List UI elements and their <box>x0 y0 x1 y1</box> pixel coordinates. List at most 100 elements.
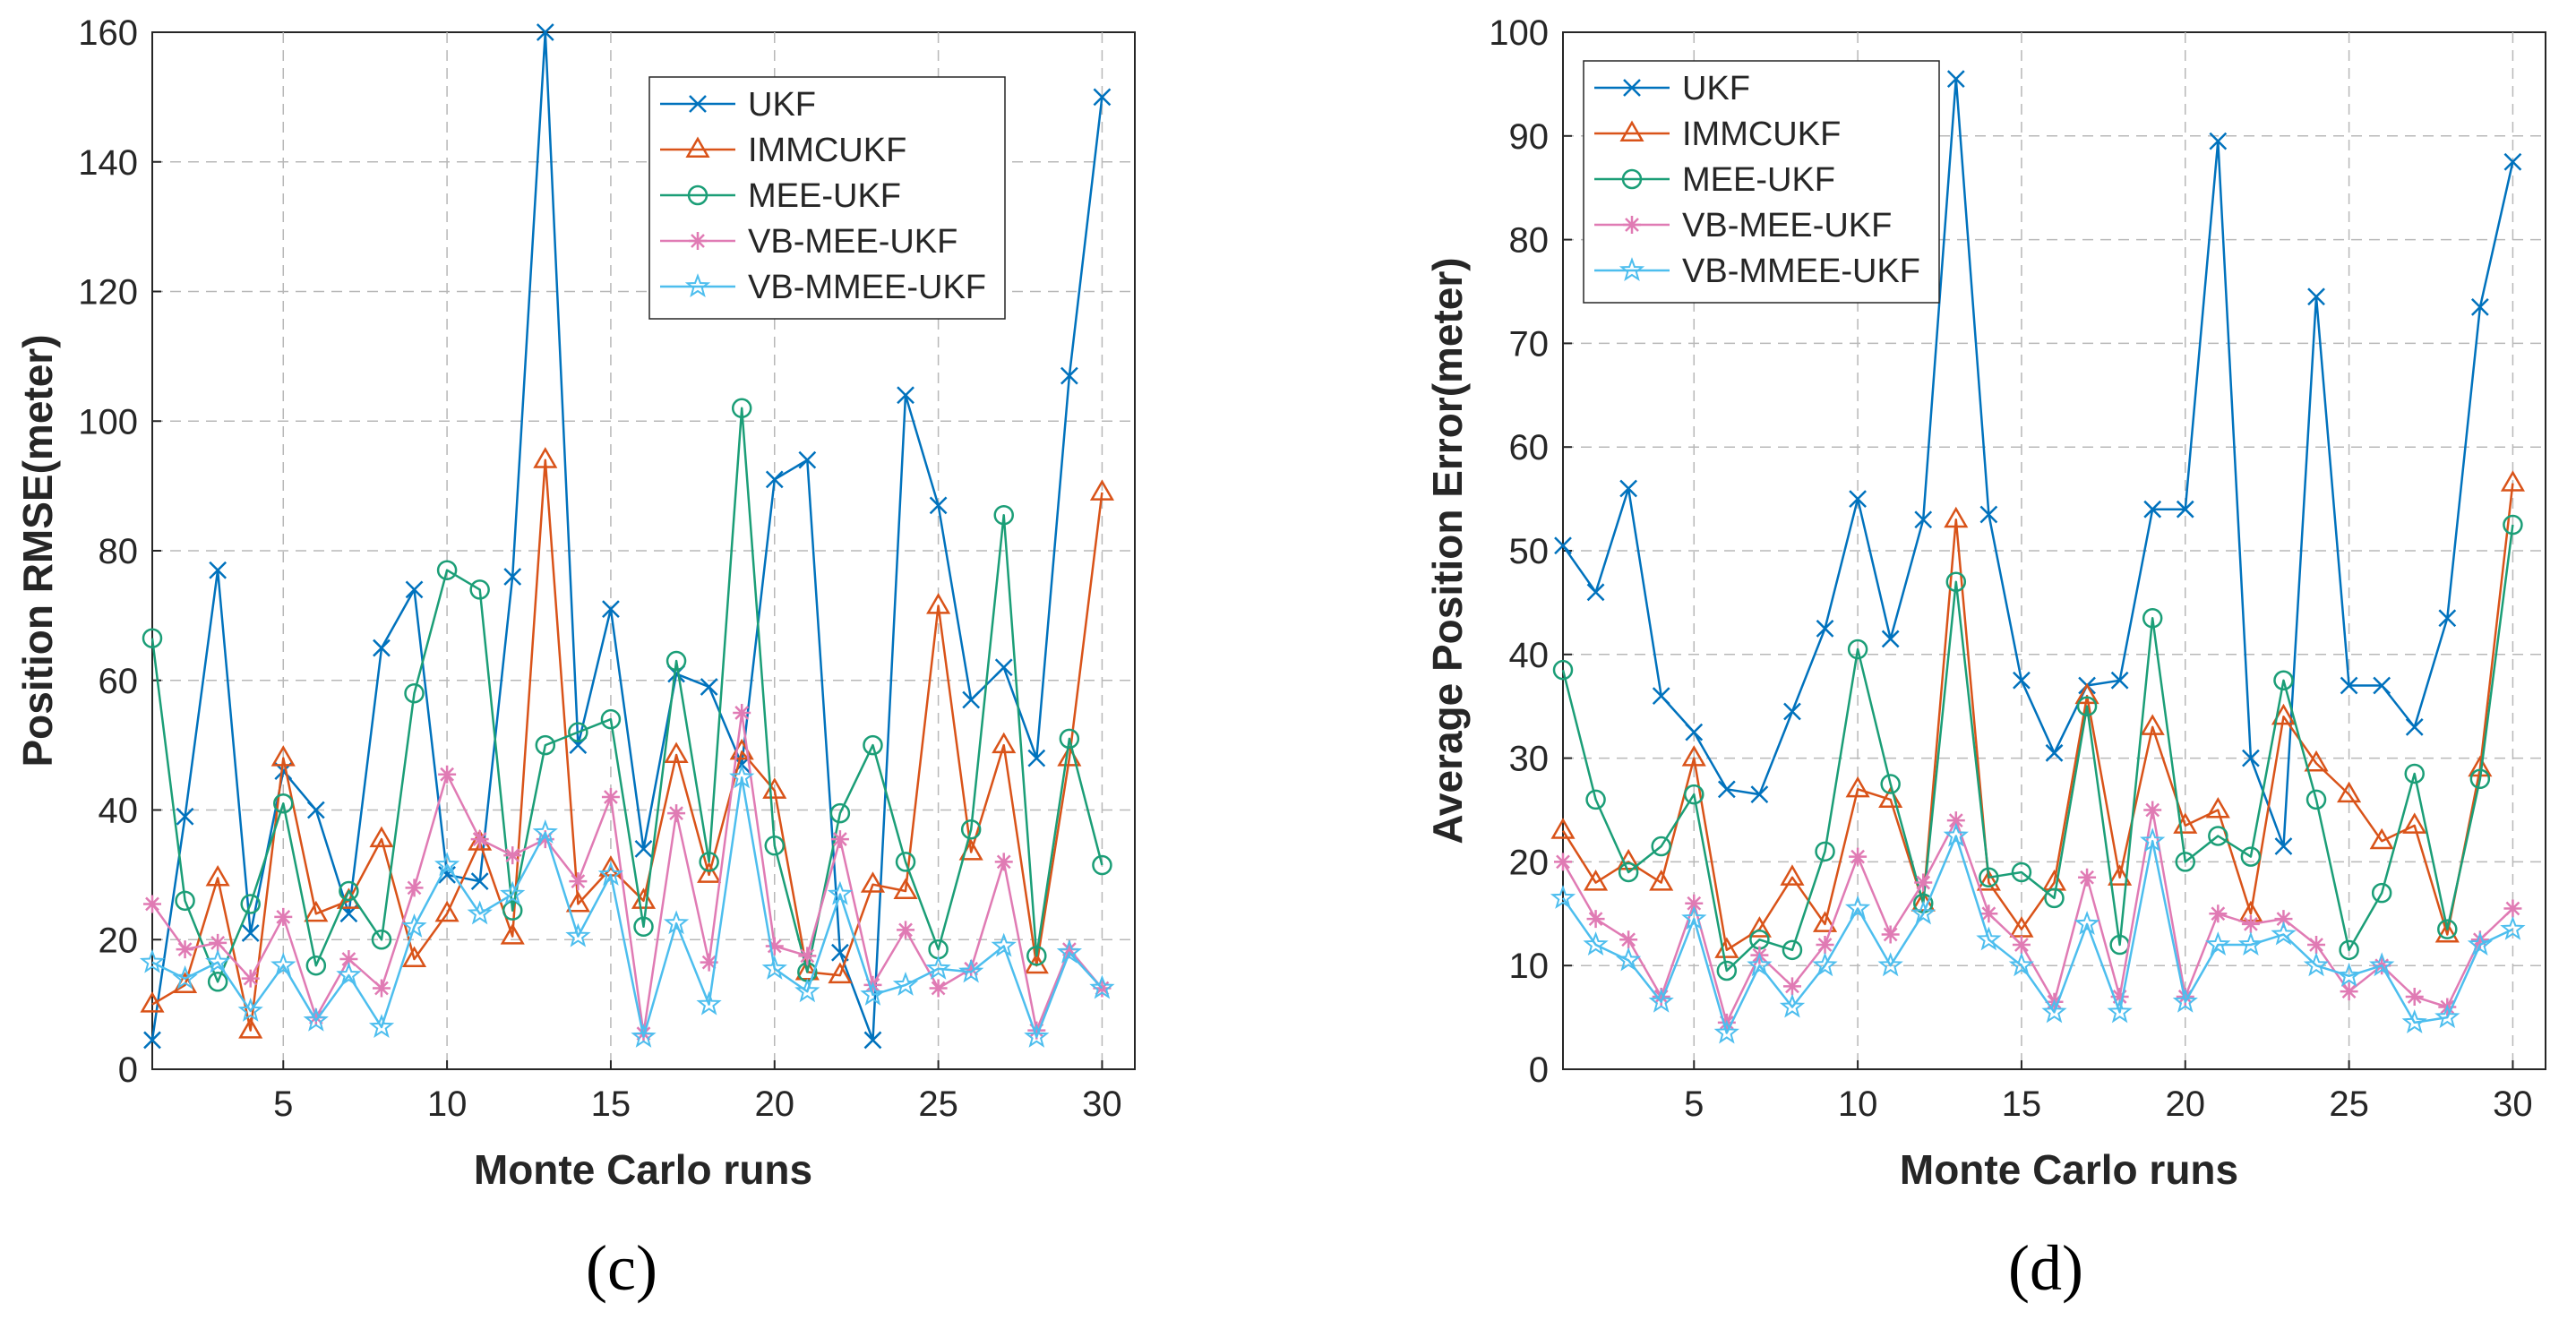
data-point-ukf <box>1619 479 1638 498</box>
panel-label-d: (d) <box>2008 1232 2083 1304</box>
data-point-vb-mmee-ukf <box>2369 952 2395 977</box>
y-axis-label-c: Position RMSE(meter) <box>14 334 61 767</box>
data-point-vb-mmee-ukf <box>2303 952 2330 977</box>
legend-label-immcukf: IMMCUKF <box>1682 116 1841 153</box>
data-point-ukf <box>2013 671 2031 690</box>
data-point-ukf <box>2209 132 2228 150</box>
data-point-mee-ukf <box>665 650 687 672</box>
data-point-vb-mee-ukf <box>2274 910 2293 929</box>
legend-marker-vb-mmee-ukf <box>684 273 711 298</box>
data-point-vb-mee-ukf <box>536 830 554 849</box>
data-point-mee-ukf <box>175 890 195 912</box>
data-point-vb-mmee-ukf <box>1779 993 1806 1018</box>
series-line-vb-mee-ukf <box>150 711 1103 1035</box>
data-point-mee-ukf <box>2503 514 2523 536</box>
data-point-mee-ukf <box>993 504 1014 526</box>
data-point-ukf <box>241 924 260 942</box>
data-point-ukf <box>1881 630 1900 648</box>
data-point-vb-mee-ukf <box>2470 930 2489 949</box>
data-point-ukf <box>929 496 948 515</box>
data-point-vb-mmee-ukf <box>1747 952 1773 977</box>
data-point-vb-mmee-ukf <box>696 990 722 1016</box>
data-point-mee-ukf <box>829 802 851 824</box>
data-point-mee-ukf <box>2469 768 2491 790</box>
data-point-immcukf <box>2402 812 2427 834</box>
x-axis-label-d: Monte Carlo runs <box>1900 1146 2238 1193</box>
data-point-vb-mee-ukf <box>176 940 194 959</box>
data-point-immcukf <box>2434 921 2460 943</box>
x-tick-label: 20 <box>2166 1084 2206 1124</box>
data-point-ukf <box>209 561 228 579</box>
data-point-mee-ukf <box>1092 854 1112 876</box>
data-point-vb-mmee-ukf <box>2041 999 2067 1024</box>
data-point-mee-ukf <box>1026 946 1047 966</box>
data-point-ukf <box>2307 287 2325 306</box>
data-point-vb-mee-ukf <box>897 921 915 939</box>
data-point-ukf <box>1816 619 1834 638</box>
legend-marker-immcukf <box>1619 120 1644 142</box>
data-point-ukf <box>2242 749 2260 767</box>
data-point-mee-ukf <box>339 880 359 902</box>
legend-box <box>1583 60 1940 304</box>
data-point-ukf <box>1652 687 1670 706</box>
data-point-vb-mmee-ukf <box>2140 827 2166 853</box>
data-point-mee-ukf <box>2371 882 2392 904</box>
data-point-ukf <box>503 568 522 586</box>
data-point-mee-ukf <box>2273 670 2294 690</box>
data-point-vb-mmee-ukf <box>1550 884 1576 909</box>
data-point-ukf <box>798 450 817 469</box>
data-point-vb-mmee-ukf <box>1943 822 1969 847</box>
series-line-vb-mmee-ukf <box>1561 835 2513 1034</box>
data-point-immcukf <box>926 593 951 614</box>
y-tick-label: 20 <box>99 921 139 960</box>
data-point-mee-ukf <box>2240 846 2262 867</box>
data-point-vb-mmee-ukf <box>860 981 886 1006</box>
data-point-immcukf <box>238 1017 263 1039</box>
data-point-vb-mee-ukf <box>1782 977 1801 996</box>
data-point-vb-mee-ukf <box>1586 910 1605 929</box>
data-point-mee-ukf <box>1782 939 1803 961</box>
legend-box <box>648 76 1006 320</box>
data-point-mee-ukf <box>2339 939 2359 961</box>
data-point-ukf <box>143 1031 161 1050</box>
data-point-mee-ukf <box>535 734 556 756</box>
data-point-vb-mee-ukf <box>1652 987 1670 1006</box>
data-point-mee-ukf <box>1585 789 1606 810</box>
data-point-immcukf <box>1845 776 1870 798</box>
data-point-vb-mmee-ukf <box>1024 1023 1050 1048</box>
data-point-vb-mmee-ukf <box>532 819 558 844</box>
data-point-vb-mee-ukf <box>1849 847 1868 866</box>
data-point-immcukf <box>1812 911 1838 932</box>
data-point-immcukf <box>401 946 427 968</box>
data-point-vb-mmee-ukf <box>2467 931 2494 956</box>
data-point-mee-ukf <box>2011 861 2032 883</box>
data-point-ukf <box>470 872 489 890</box>
data-point-mee-ukf <box>273 793 294 814</box>
data-point-ukf <box>1946 70 1965 88</box>
legend-label-vb-mee-ukf: VB-MEE-UKF <box>1682 207 1892 244</box>
data-point-immcukf <box>1747 916 1772 938</box>
y-tick-label: 10 <box>1509 947 1550 986</box>
y-tick-label: 100 <box>78 402 138 441</box>
data-point-vb-mee-ukf <box>1914 873 1933 892</box>
legend-marker-immcukf <box>685 136 710 159</box>
data-point-immcukf <box>828 962 853 984</box>
ticks-d: 5 10 15 20 25 30 0 10 20 30 40 50 60 70 80 90 100 <box>1489 13 2532 1124</box>
data-point-vb-mmee-ukf <box>1976 926 2002 951</box>
series-c <box>139 23 1115 1050</box>
data-point-immcukf <box>140 991 165 1013</box>
data-point-ukf <box>2503 152 2522 171</box>
y-tick-label: 100 <box>1489 13 1549 53</box>
data-point-mee-ukf <box>436 560 458 580</box>
data-point-ukf <box>1750 785 1769 804</box>
y-tick-label: 80 <box>99 532 139 571</box>
data-point-vb-mmee-ukf <box>729 764 755 789</box>
y-tick-label: 0 <box>118 1050 138 1090</box>
data-point-mee-ukf <box>764 836 786 856</box>
data-point-immcukf <box>2140 714 2165 735</box>
data-point-vb-mee-ukf <box>601 788 620 807</box>
data-point-vb-mmee-ukf <box>1713 1019 1739 1044</box>
data-point-mee-ukf <box>2437 919 2458 939</box>
data-point-immcukf <box>533 447 558 468</box>
grid-c <box>152 32 1135 1069</box>
